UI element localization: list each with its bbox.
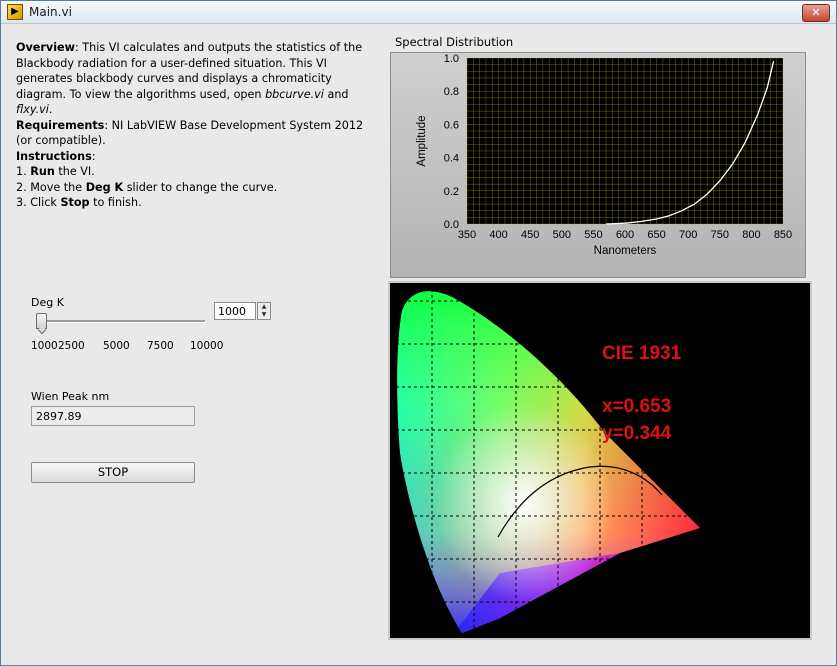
overview-label: Overview <box>16 41 75 54</box>
x-tick-label: 450 <box>521 229 539 241</box>
step3-suffix: to finish. <box>89 196 142 209</box>
y-tick-label: 0.6 <box>444 119 459 131</box>
flxy-link: flxy.vi <box>16 103 49 116</box>
deg-k-spinner[interactable]: ▲ ▼ <box>257 302 271 320</box>
cie-diagram-frame: CIE 1931 x=0.653 y=0.344 <box>388 281 812 640</box>
slider-tick-5000: 5000 <box>103 340 130 352</box>
cie-grid <box>390 283 710 638</box>
slider-tick-2500: 2500 <box>58 340 85 352</box>
step1-suffix: the VI. <box>54 165 95 178</box>
description-text: Overview: This VI calculates and outputs… <box>16 40 381 211</box>
title-bar[interactable]: ▶ Main.vi ✕ <box>1 1 836 24</box>
planckian-locus <box>497 465 663 538</box>
slider-tick-1000: 1000 <box>31 340 58 352</box>
x-tick-label: 850 <box>774 229 792 241</box>
graph-title: Spectral Distribution <box>395 35 514 49</box>
close-button[interactable]: ✕ <box>802 4 830 22</box>
overview-period: . <box>48 103 53 116</box>
y-axis-label: Amplitude <box>416 115 428 166</box>
requirements-label: Requirements <box>16 118 105 132</box>
x-tick-label: 700 <box>679 229 697 241</box>
x-tick-label: 750 <box>711 229 729 241</box>
x-tick-label: 550 <box>584 229 602 241</box>
cie-y-value: y=0.344 <box>602 423 672 444</box>
deg-k-slider-track[interactable] <box>39 320 205 323</box>
x-tick-label: 500 <box>553 229 571 241</box>
cie-chromaticity-diagram: CIE 1931 x=0.653 y=0.344 <box>390 283 710 638</box>
y-tick-label: 0.8 <box>444 86 459 98</box>
y-tick-label: 0.2 <box>444 186 459 198</box>
wien-peak-indicator: 2897.89 <box>31 406 195 426</box>
step2-suffix: slider to change the curve. <box>123 180 278 194</box>
cie-gamut <box>397 291 700 634</box>
requirements-text: : NI LabVIEW Base Development System 201… <box>16 118 364 148</box>
instructions-colon: : <box>91 149 96 163</box>
stop-button[interactable]: STOP <box>31 462 195 483</box>
deg-k-numeric-input[interactable]: 1000 <box>214 302 256 320</box>
wien-peak-label: Wien Peak nm <box>31 390 110 403</box>
step3-prefix: 3. Click <box>16 196 61 209</box>
front-panel: Overview: This VI calculates and outputs… <box>1 24 836 665</box>
instructions-label: Instructions <box>16 149 92 163</box>
y-tick-label: 1.0 <box>444 53 459 65</box>
bbcurve-link: bbcurve.vi <box>265 87 324 101</box>
step2-prefix: 2. Move the <box>16 180 86 194</box>
spectral-distribution-chart: 350 400 450 500 550 600 650 700 750 800 850 0.0 0.2 0… <box>416 53 792 257</box>
and-text: and <box>323 87 349 101</box>
x-tick-label: 800 <box>742 229 760 241</box>
y-tick-label: 0.0 <box>444 219 459 231</box>
y-tick-label: 0.4 <box>444 153 459 165</box>
x-tick-label: 400 <box>489 229 507 241</box>
step1-prefix: 1. <box>16 165 31 178</box>
slider-tick-7500: 7500 <box>147 340 174 352</box>
x-tick-label: 350 <box>458 229 476 241</box>
spectral-graph-frame: 350 400 450 500 550 600 650 700 750 800 850 0.0 0.2 0… <box>390 52 806 278</box>
cie-title: CIE 1931 <box>602 343 682 364</box>
x-tick-label: 600 <box>616 229 634 241</box>
decrement-arrow-icon[interactable]: ▼ <box>261 311 267 318</box>
window-title: Main.vi <box>29 5 72 19</box>
step2-bold: Deg K <box>85 180 124 194</box>
slider-tick-10000: 10000 <box>190 340 224 352</box>
x-axis-label: Nanometers <box>594 245 657 257</box>
increment-arrow-icon[interactable]: ▲ <box>261 303 267 310</box>
series-line <box>606 61 775 225</box>
cie-x-value: x=0.653 <box>602 396 671 417</box>
overview-text: : This VI calculates and outputs the sta… <box>16 41 363 101</box>
deg-k-label: Deg K <box>31 296 64 309</box>
labview-vi-icon: ▶ <box>7 4 23 20</box>
step3-bold: Stop <box>60 196 90 209</box>
step1-bold: Run <box>30 165 55 178</box>
x-tick-label: 650 <box>647 229 665 241</box>
deg-k-slider-thumb[interactable] <box>36 313 47 329</box>
